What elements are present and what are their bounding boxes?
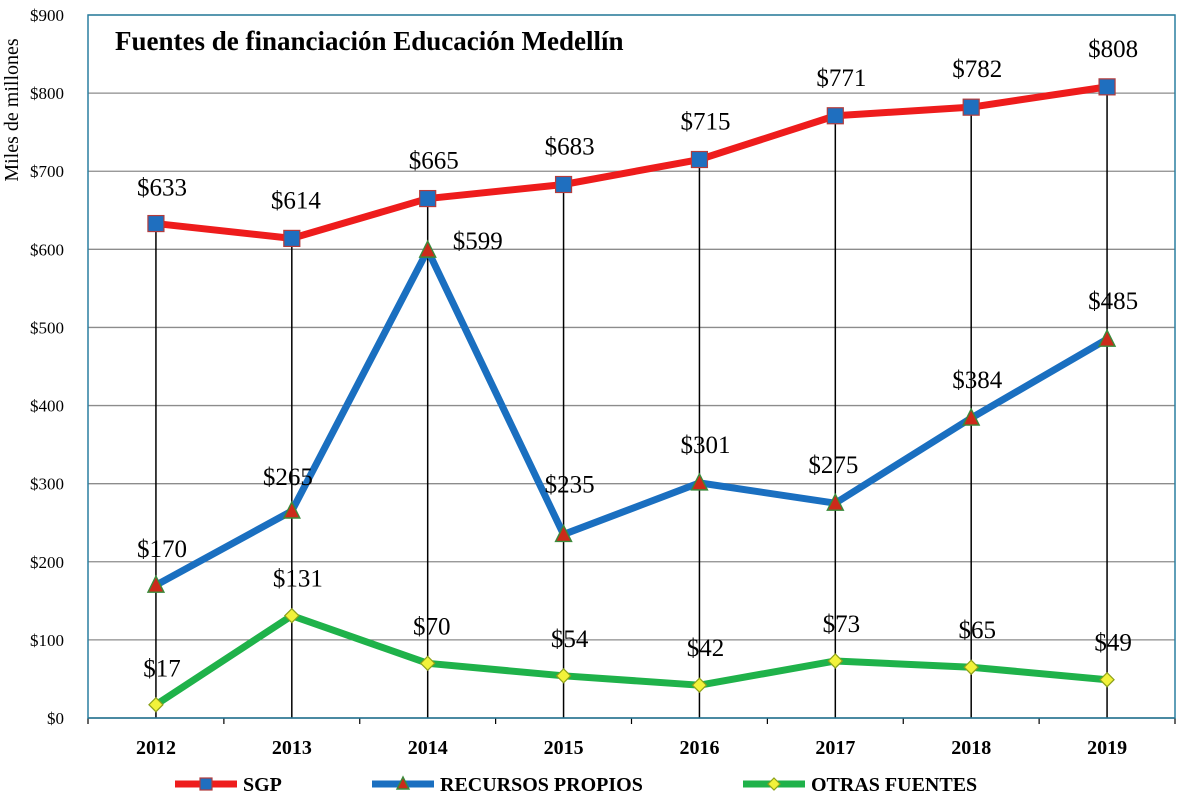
data-point [148, 696, 164, 713]
data-point [1099, 671, 1115, 688]
data-label: $771 [816, 65, 866, 92]
series-lines [152, 83, 1111, 709]
y-tick-label: $500 [30, 318, 64, 337]
data-label: $17 [143, 656, 181, 683]
y-tick-label: $900 [30, 6, 64, 25]
data-point [283, 229, 301, 247]
chart-title: Fuentes de financiación Educación Medell… [115, 26, 624, 56]
x-tick-label: 2012 [136, 737, 176, 759]
legend-marker [199, 777, 213, 791]
legend-label: RECURSOS PROPIOS [440, 774, 643, 796]
data-point [418, 239, 437, 258]
data-point [282, 500, 301, 519]
data-point [690, 150, 709, 169]
data-label: $49 [1094, 630, 1132, 657]
legend-label: OTRAS FUENTES [811, 774, 977, 796]
data-label: $599 [453, 228, 503, 255]
legend-marker [767, 777, 781, 791]
data-label: $70 [413, 613, 451, 640]
data-label: $633 [137, 175, 187, 202]
x-tick-label: 2015 [544, 737, 584, 759]
data-label: $54 [551, 626, 589, 653]
gridlines [88, 14, 1175, 719]
data-point [1097, 328, 1117, 347]
data-point [826, 107, 844, 125]
y-tick-label: $100 [30, 631, 64, 650]
y-tick-label: $200 [30, 553, 64, 572]
data-label: $170 [137, 536, 187, 563]
y-tick-label: $400 [30, 397, 64, 416]
y-tick-label: $800 [30, 84, 64, 103]
series-line-sgp [152, 83, 1111, 242]
y-tick-label: $0 [47, 709, 64, 728]
y-tick-label: $600 [30, 240, 64, 259]
series-line-otras-fuentes [152, 612, 1111, 709]
legend: SGP RECURSOS PROPIOS OTRAS FUENTES [175, 774, 977, 796]
x-axis: 2012 2013 2014 2015 2016 2017 2018 2019 [87, 717, 1176, 759]
data-point [419, 655, 436, 672]
data-labels: $633 $614 $665 $683 $715 $771 $782 $808 $170 $265… [137, 36, 1138, 683]
series-line-recursos-propios [152, 246, 1111, 589]
data-point [554, 523, 573, 543]
data-label: $485 [1088, 288, 1138, 315]
data-point [554, 175, 573, 194]
data-point [827, 653, 844, 669]
y-axis: $0 $100 $200 $300 $400 $500 $600 $700 $800 $900 [30, 6, 64, 728]
x-tick-label: 2013 [272, 737, 312, 759]
y-tick-label: $700 [30, 162, 64, 181]
x-tick-label: 2018 [951, 737, 991, 759]
data-point [963, 659, 980, 676]
data-point [690, 472, 709, 491]
data-label: $42 [687, 635, 725, 662]
legend-label: SGP [243, 774, 282, 796]
series-markers [146, 78, 1117, 713]
data-label: $275 [808, 452, 858, 479]
data-label: $265 [263, 464, 313, 491]
data-point [146, 574, 166, 593]
data-point [962, 98, 980, 116]
data-label: $384 [952, 367, 1003, 394]
legend-marker [395, 775, 411, 790]
data-point [826, 492, 845, 511]
y-tick-label: $300 [30, 475, 64, 494]
data-label: $73 [823, 611, 861, 638]
data-point [962, 407, 981, 426]
data-label: $614 [271, 187, 322, 214]
data-point [555, 667, 572, 684]
data-label: $235 [545, 471, 595, 498]
data-label: $683 [545, 134, 595, 161]
plot-border [87, 14, 1176, 719]
data-point [147, 214, 165, 233]
data-label: $65 [958, 617, 996, 644]
legend-item: SGP [175, 774, 282, 796]
legend-item: OTRAS FUENTES [743, 774, 977, 796]
legend-item: RECURSOS PROPIOS [372, 774, 643, 796]
data-label: $301 [680, 432, 730, 459]
data-point [691, 677, 708, 694]
data-label: $665 [409, 148, 459, 175]
data-label: $782 [952, 56, 1002, 83]
data-label: $715 [680, 109, 730, 136]
data-label: $808 [1088, 36, 1138, 63]
x-tick-label: 2017 [815, 737, 855, 759]
data-point [1098, 78, 1116, 96]
x-tick-label: 2014 [408, 737, 448, 759]
data-point [419, 189, 437, 208]
data-label: $131 [273, 566, 323, 593]
data-point [283, 607, 300, 624]
x-tick-label: 2019 [1087, 737, 1127, 759]
x-tick-label: 2016 [679, 737, 719, 759]
y-axis-title: Miles de millones [1, 38, 23, 182]
